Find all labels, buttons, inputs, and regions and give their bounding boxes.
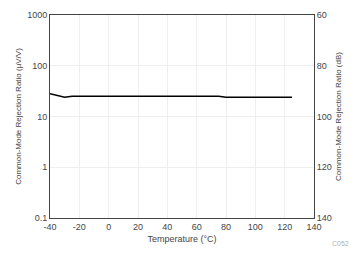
svg-text:C052: C052 xyxy=(332,240,349,247)
svg-text:20: 20 xyxy=(133,222,143,232)
svg-text:100: 100 xyxy=(32,61,47,71)
svg-text:120: 120 xyxy=(317,162,332,172)
svg-text:60: 60 xyxy=(192,222,202,232)
svg-text:1000: 1000 xyxy=(27,10,47,20)
svg-text:80: 80 xyxy=(221,222,231,232)
svg-text:Temperature (°C): Temperature (°C) xyxy=(147,234,216,244)
svg-text:100: 100 xyxy=(248,222,263,232)
svg-text:1: 1 xyxy=(42,162,47,172)
svg-text:-20: -20 xyxy=(73,222,86,232)
svg-text:Common-Mode Rejection Ratio (μ: Common-Mode Rejection Ratio (μV/V) xyxy=(14,48,23,185)
svg-text:40: 40 xyxy=(162,222,172,232)
svg-text:80: 80 xyxy=(317,61,327,71)
svg-text:Common-Mode Rejection Ratio (d: Common-Mode Rejection Ratio (dB) xyxy=(334,52,343,181)
svg-text:0: 0 xyxy=(106,222,111,232)
svg-text:140: 140 xyxy=(317,213,332,223)
svg-text:10: 10 xyxy=(37,112,47,122)
svg-text:0.1: 0.1 xyxy=(35,213,48,223)
svg-text:60: 60 xyxy=(317,10,327,20)
svg-text:120: 120 xyxy=(277,222,292,232)
svg-text:-40: -40 xyxy=(43,222,56,232)
svg-text:100: 100 xyxy=(317,112,332,122)
svg-text:140: 140 xyxy=(306,222,321,232)
